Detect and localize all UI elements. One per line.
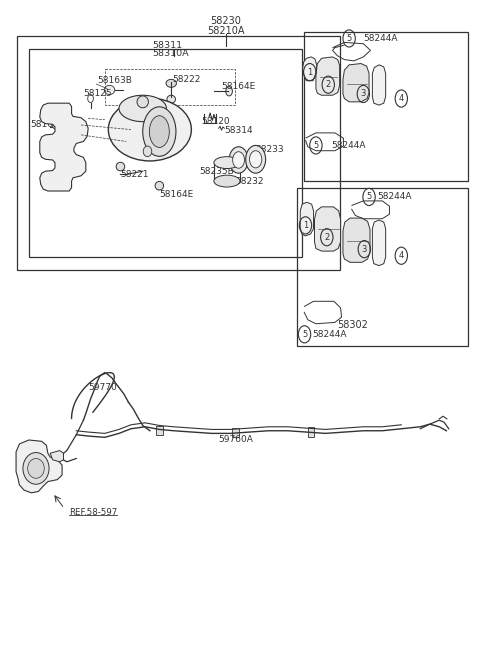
Text: 58235B: 58235B bbox=[200, 166, 234, 176]
Text: 5: 5 bbox=[347, 34, 352, 43]
Text: 5: 5 bbox=[313, 141, 319, 150]
Text: 4: 4 bbox=[399, 251, 404, 260]
Ellipse shape bbox=[108, 98, 192, 161]
Text: 58164E: 58164E bbox=[159, 190, 193, 199]
Polygon shape bbox=[372, 65, 385, 105]
Bar bbox=[232, 428, 239, 438]
Ellipse shape bbox=[233, 152, 244, 168]
Text: 5: 5 bbox=[302, 330, 307, 339]
Ellipse shape bbox=[155, 181, 164, 190]
Polygon shape bbox=[300, 202, 313, 236]
Text: 1: 1 bbox=[307, 68, 312, 77]
Polygon shape bbox=[50, 451, 63, 462]
Bar bbox=[17, 36, 340, 270]
Ellipse shape bbox=[167, 95, 176, 103]
Ellipse shape bbox=[214, 157, 240, 168]
Ellipse shape bbox=[23, 452, 49, 484]
Ellipse shape bbox=[149, 116, 169, 147]
Bar bbox=[156, 426, 163, 436]
Bar bbox=[29, 49, 301, 257]
Ellipse shape bbox=[226, 87, 232, 96]
Text: 58314: 58314 bbox=[224, 127, 253, 135]
Text: 1: 1 bbox=[303, 221, 308, 230]
Ellipse shape bbox=[104, 85, 115, 95]
Text: 58244A: 58244A bbox=[378, 192, 412, 201]
Ellipse shape bbox=[52, 121, 62, 130]
Polygon shape bbox=[343, 63, 369, 102]
Bar bbox=[304, 33, 468, 181]
Ellipse shape bbox=[143, 107, 176, 157]
Text: 58310A: 58310A bbox=[152, 49, 189, 58]
Text: 58244A: 58244A bbox=[332, 141, 366, 150]
Bar bbox=[308, 428, 314, 437]
Polygon shape bbox=[343, 218, 370, 262]
Bar bbox=[297, 188, 468, 346]
Polygon shape bbox=[316, 57, 340, 95]
Text: 58302: 58302 bbox=[337, 320, 368, 330]
Ellipse shape bbox=[143, 146, 152, 157]
Text: 58210A: 58210A bbox=[207, 25, 244, 35]
Text: 2: 2 bbox=[325, 80, 331, 89]
Polygon shape bbox=[302, 57, 317, 81]
Polygon shape bbox=[16, 440, 62, 493]
Text: REF.58-597: REF.58-597 bbox=[69, 508, 118, 517]
Text: 58163B: 58163B bbox=[30, 121, 65, 129]
Text: 59760A: 59760A bbox=[218, 436, 252, 444]
Ellipse shape bbox=[250, 151, 262, 168]
Text: 58233: 58233 bbox=[255, 145, 284, 154]
Text: 58164E: 58164E bbox=[221, 82, 255, 91]
Ellipse shape bbox=[246, 145, 265, 173]
Text: 3: 3 bbox=[360, 89, 366, 99]
Ellipse shape bbox=[166, 79, 177, 87]
Ellipse shape bbox=[229, 147, 248, 173]
Text: 58163B: 58163B bbox=[97, 75, 132, 85]
Text: 5: 5 bbox=[366, 192, 372, 201]
Text: 58221: 58221 bbox=[120, 170, 149, 179]
Ellipse shape bbox=[28, 458, 44, 478]
Ellipse shape bbox=[119, 95, 167, 122]
Polygon shape bbox=[40, 103, 88, 191]
Text: 58230: 58230 bbox=[210, 16, 241, 26]
Ellipse shape bbox=[137, 96, 148, 108]
Ellipse shape bbox=[116, 163, 125, 171]
Ellipse shape bbox=[214, 175, 240, 187]
Text: 58232: 58232 bbox=[235, 176, 264, 186]
Text: 58244A: 58244A bbox=[312, 330, 347, 339]
Text: 58125: 58125 bbox=[84, 89, 112, 98]
Text: 4: 4 bbox=[399, 94, 404, 103]
Text: 58120: 58120 bbox=[201, 117, 230, 126]
Text: 58222: 58222 bbox=[172, 75, 201, 84]
Text: 3: 3 bbox=[361, 244, 367, 254]
Text: 58311: 58311 bbox=[152, 41, 182, 49]
Text: 2: 2 bbox=[324, 232, 329, 242]
Text: 58244A: 58244A bbox=[363, 34, 398, 43]
Text: 59770: 59770 bbox=[88, 383, 117, 392]
Polygon shape bbox=[372, 220, 385, 266]
Polygon shape bbox=[314, 207, 341, 251]
